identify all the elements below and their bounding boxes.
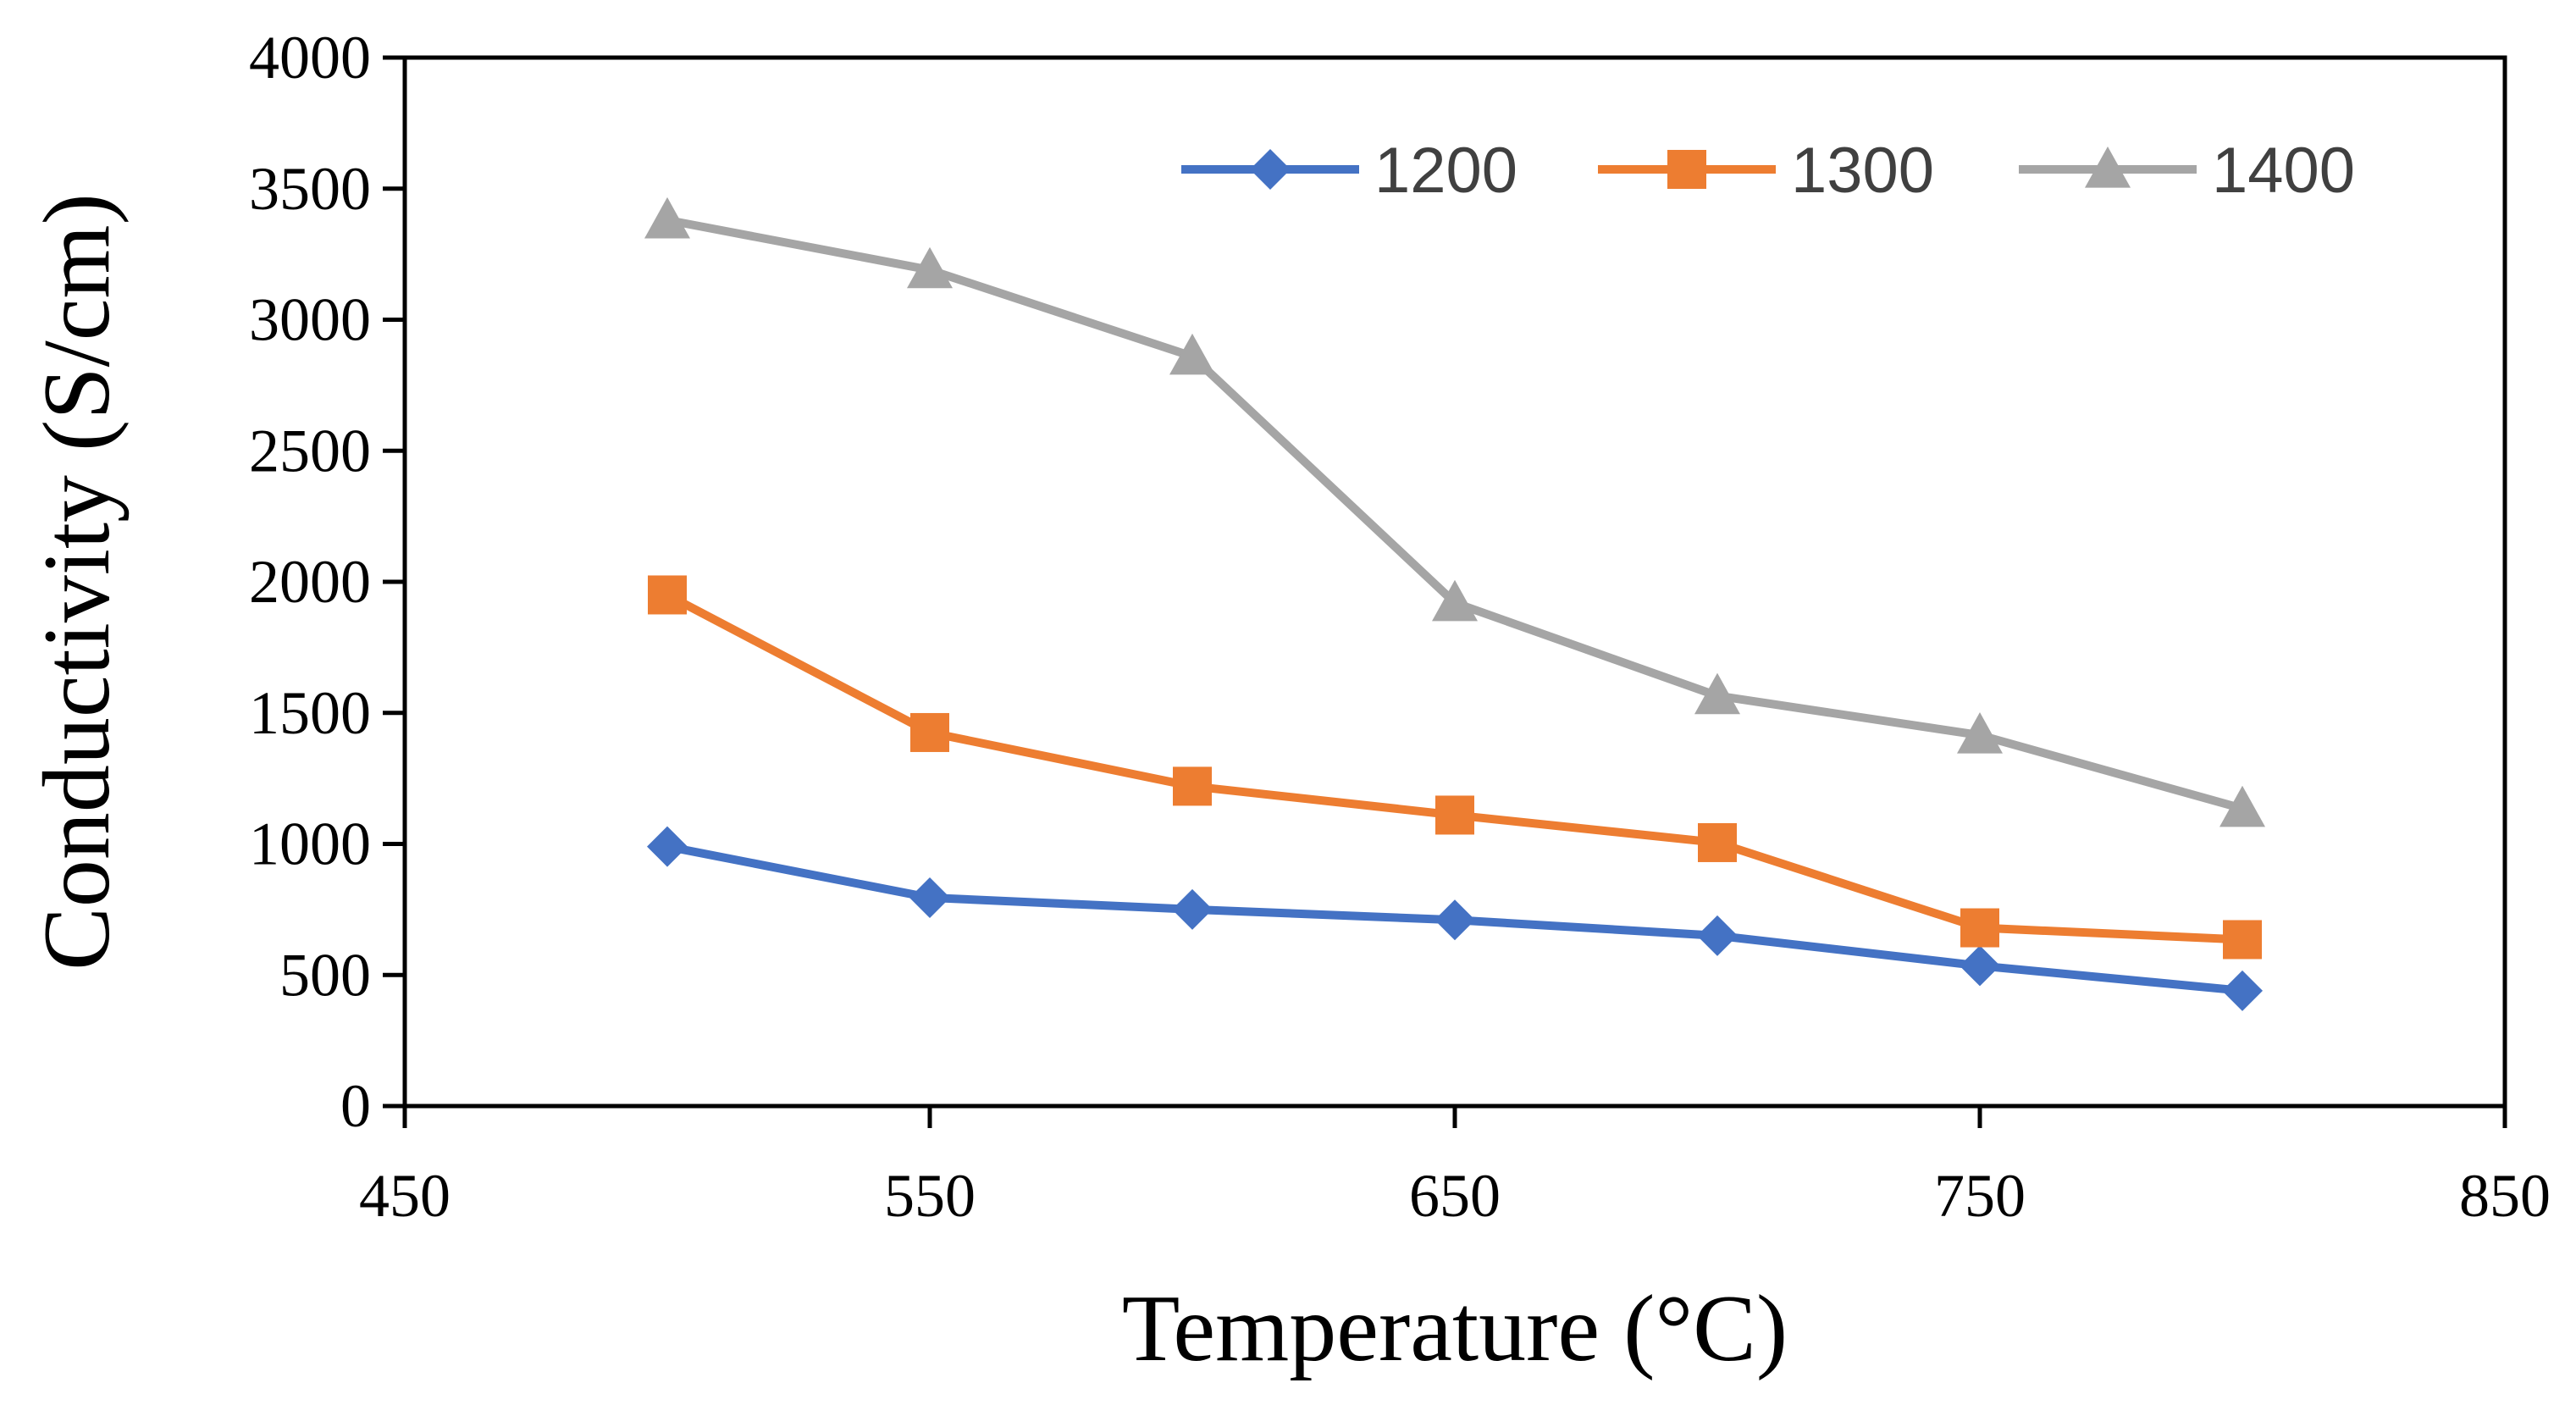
y-tick-label: 1000 <box>249 810 371 878</box>
legend-item-1200: 1200 <box>1181 135 1517 207</box>
legend-item-1400: 1400 <box>2019 135 2355 207</box>
data-point-marker <box>1434 899 1475 941</box>
y-tick-label: 3000 <box>249 286 371 354</box>
data-point-marker <box>644 196 690 239</box>
legend: 1200 1300 1400 <box>1181 135 2355 207</box>
y-tick-label: 2500 <box>249 417 371 484</box>
data-point-marker <box>1957 712 2003 754</box>
y-tick-label: 4000 <box>249 24 371 91</box>
x-tick-label: 750 <box>1934 1162 2026 1230</box>
series-1300 <box>648 575 2262 960</box>
data-point-marker <box>910 712 949 752</box>
legend-swatch-marker <box>1250 149 1291 190</box>
legend-swatch-marker <box>1667 150 1706 189</box>
data-point-marker <box>648 575 687 615</box>
series-layer <box>644 196 2265 1011</box>
data-point-marker <box>2219 785 2265 827</box>
data-point-marker <box>1960 908 1999 948</box>
y-tick-label: 3500 <box>249 155 371 223</box>
data-point-marker <box>1697 915 1738 956</box>
data-point-marker <box>1173 766 1212 806</box>
data-point-marker <box>1694 672 1740 715</box>
data-point-marker <box>1960 945 2000 987</box>
data-point-marker <box>1435 795 1474 835</box>
data-point-marker <box>2223 920 2262 960</box>
x-axis-title: Temperature (°C) <box>1122 1276 1788 1381</box>
data-point-marker <box>1432 579 1478 622</box>
x-axis-ticks: 450 550 650 750 850 <box>359 1106 2551 1230</box>
legend-label: 1300 <box>1791 135 1934 207</box>
y-tick-label: 1500 <box>249 679 371 747</box>
data-point-marker <box>2222 970 2263 1011</box>
legend-label: 1200 <box>1374 135 1517 207</box>
series-line <box>665 591 2243 944</box>
y-tick-label: 0 <box>340 1072 371 1140</box>
data-point-marker <box>1169 333 1215 375</box>
y-tick-label: 2000 <box>249 548 371 616</box>
legend-swatch-marker <box>2085 147 2131 188</box>
x-tick-label: 650 <box>1409 1162 1501 1230</box>
x-tick-label: 450 <box>359 1162 451 1230</box>
data-point-marker <box>909 877 950 918</box>
series-1200 <box>647 826 2263 1011</box>
x-tick-label: 550 <box>884 1162 976 1230</box>
y-tick-label: 500 <box>279 941 371 1009</box>
y-axis-ticks: 0 500 1000 1500 2000 2500 3000 3500 4000 <box>249 24 405 1140</box>
legend-item-1300: 1300 <box>1598 135 1934 207</box>
data-point-marker <box>647 826 688 867</box>
data-point-marker <box>1172 888 1213 930</box>
series-1400 <box>644 196 2265 827</box>
y-axis-title: Conductivity (S/cm) <box>25 193 130 971</box>
data-point-marker <box>907 246 953 289</box>
x-tick-label: 850 <box>2459 1162 2551 1230</box>
data-point-marker <box>1698 822 1737 862</box>
legend-label: 1400 <box>2212 135 2355 207</box>
